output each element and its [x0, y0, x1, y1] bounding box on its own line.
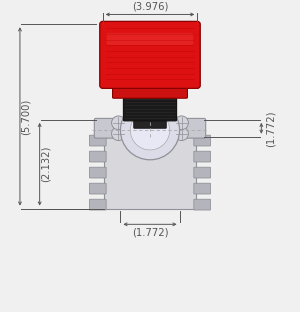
FancyBboxPatch shape: [123, 96, 177, 121]
FancyBboxPatch shape: [112, 82, 188, 98]
FancyBboxPatch shape: [94, 118, 206, 138]
Bar: [104, 137, 196, 208]
Text: (1.772): (1.772): [265, 110, 275, 147]
FancyBboxPatch shape: [194, 167, 211, 178]
FancyBboxPatch shape: [89, 167, 106, 178]
FancyBboxPatch shape: [194, 151, 211, 162]
Circle shape: [175, 127, 188, 141]
Text: (5.700): (5.700): [21, 98, 31, 134]
FancyBboxPatch shape: [89, 183, 106, 194]
Text: (3.976): (3.976): [132, 2, 168, 12]
FancyBboxPatch shape: [194, 135, 211, 146]
FancyBboxPatch shape: [100, 21, 200, 88]
FancyBboxPatch shape: [134, 119, 166, 128]
FancyBboxPatch shape: [89, 135, 106, 146]
Text: (1.772): (1.772): [132, 227, 168, 237]
Circle shape: [120, 101, 180, 160]
Circle shape: [130, 110, 170, 150]
Circle shape: [112, 127, 125, 141]
FancyBboxPatch shape: [107, 33, 193, 45]
FancyBboxPatch shape: [89, 199, 106, 210]
Circle shape: [112, 116, 125, 130]
Circle shape: [175, 116, 188, 130]
Text: (2.132): (2.132): [40, 146, 51, 183]
FancyBboxPatch shape: [194, 183, 211, 194]
FancyBboxPatch shape: [194, 199, 211, 210]
FancyBboxPatch shape: [89, 151, 106, 162]
